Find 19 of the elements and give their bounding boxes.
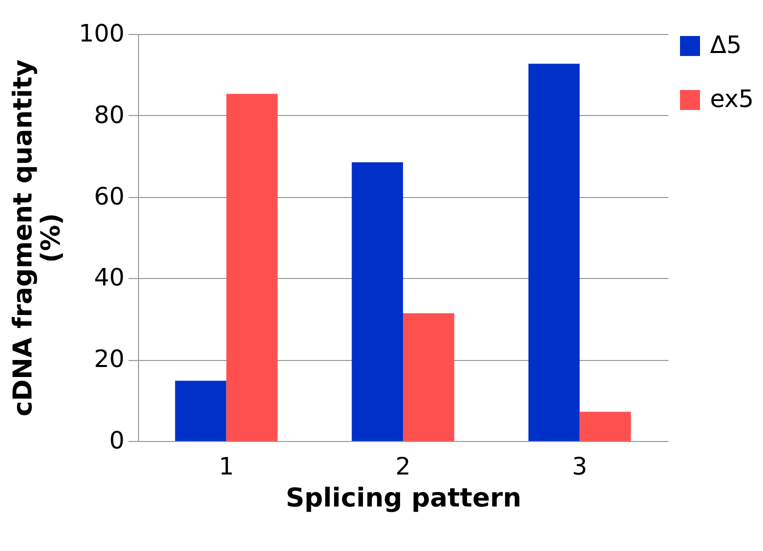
legend-label: Δ5 (710, 31, 742, 59)
y-tick-label: 100 (78, 20, 124, 48)
y-tick-label: 60 (94, 182, 124, 210)
bar (528, 64, 580, 441)
y-tick-label: 80 (94, 100, 124, 129)
x-tick-label: 2 (395, 452, 411, 480)
bar (352, 162, 403, 441)
bar (403, 313, 454, 441)
bar (226, 94, 278, 441)
legend-label: ex5 (710, 85, 754, 113)
x-tick-label: 3 (572, 452, 588, 480)
bar (175, 380, 226, 441)
y-tick-label: 40 (94, 264, 124, 292)
y-tick-label: 0 (109, 426, 124, 454)
bar (580, 412, 631, 441)
x-tick-label: 1 (218, 452, 234, 480)
y-tick-label: 20 (94, 345, 124, 374)
x-axis-title: Splicing pattern (286, 484, 522, 514)
y-axis-title: cDNA fragment quantity (%) (8, 60, 67, 416)
